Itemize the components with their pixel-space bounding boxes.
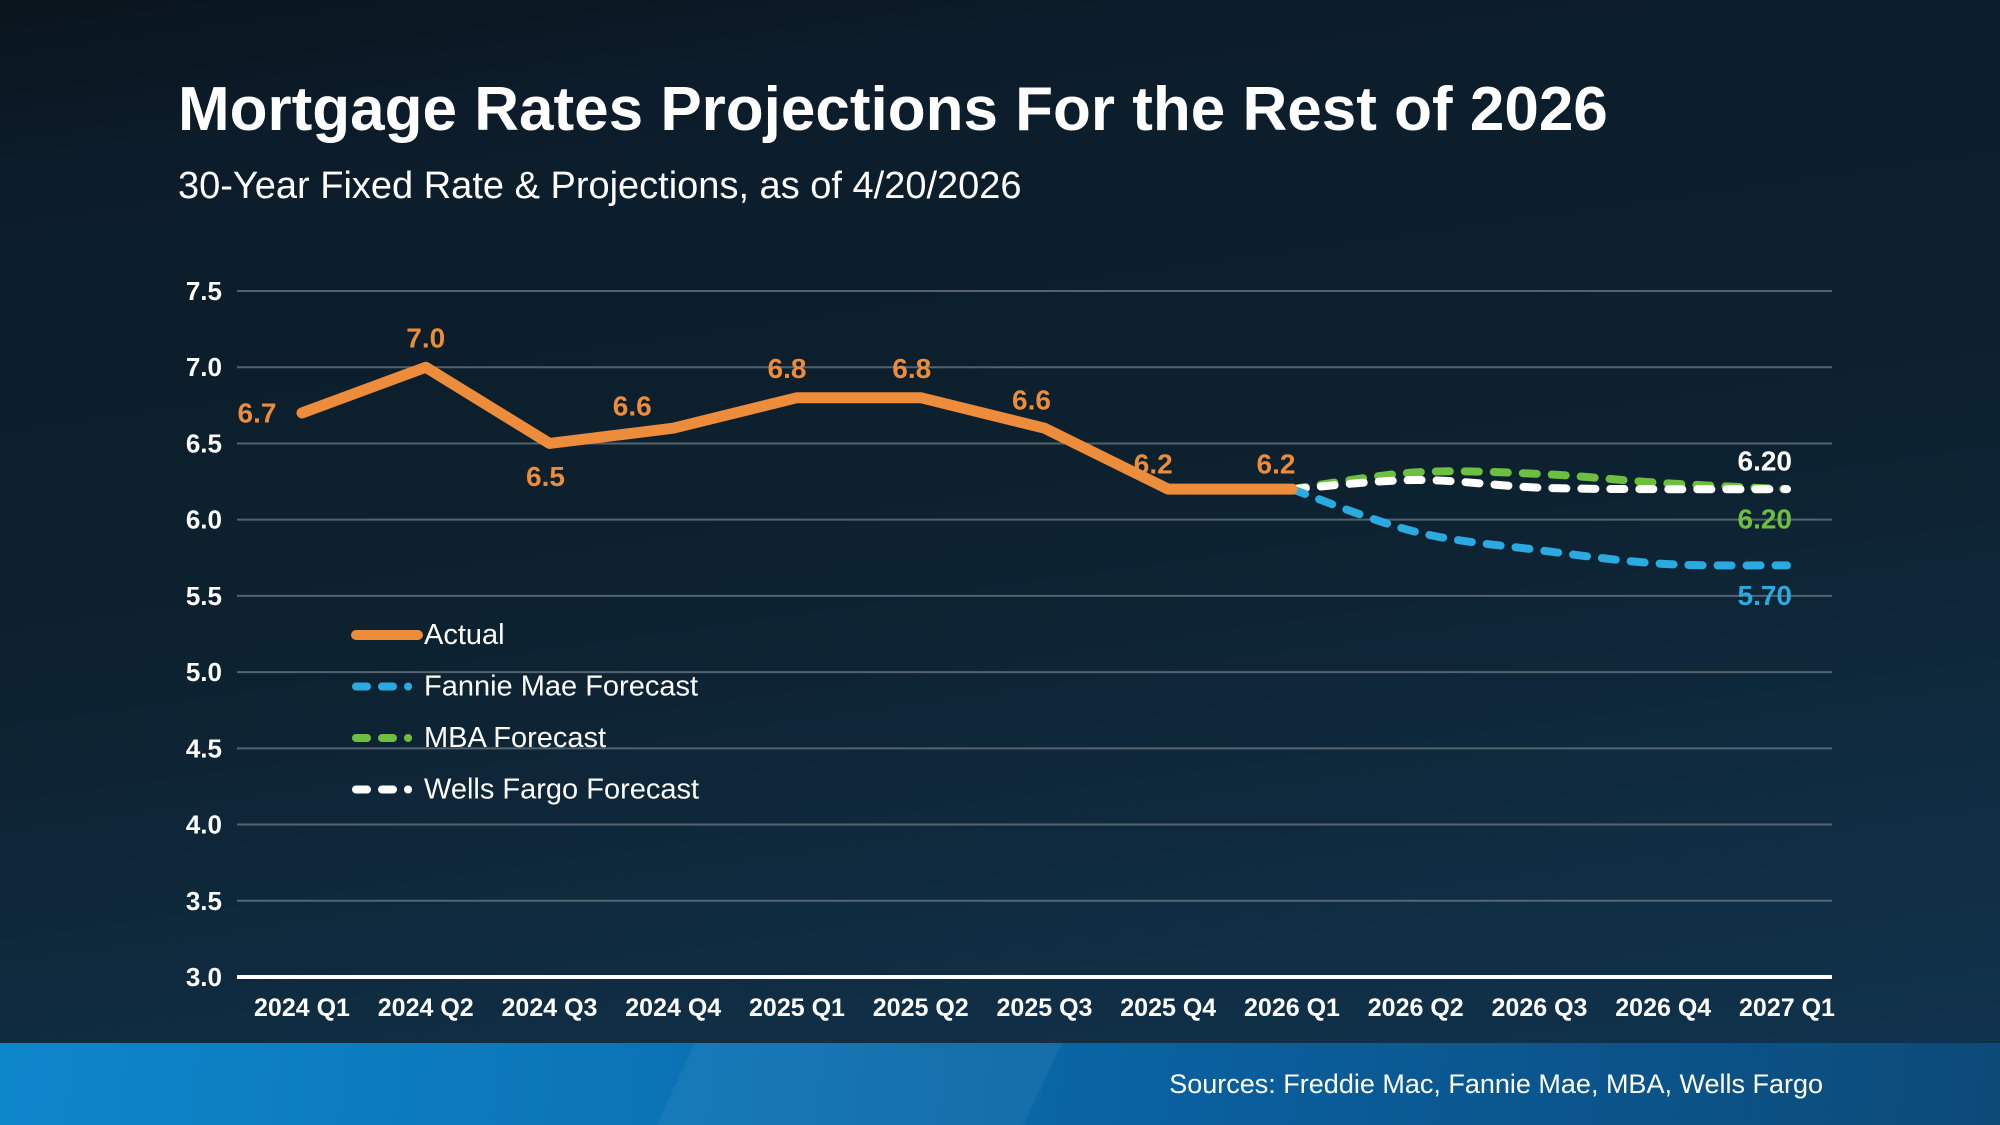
y-axis-tick-label: 6.5	[186, 428, 222, 458]
page-title: Mortgage Rates Projections For the Rest …	[178, 75, 1608, 144]
data-point-label: 6.5	[526, 461, 565, 492]
legend-label-wells-fargo-forecast: Wells Fargo Forecast	[424, 774, 699, 806]
x-axis-tick-label: 2026 Q3	[1492, 994, 1588, 1022]
y-axis-tick-label: 3.5	[186, 886, 222, 916]
y-axis-tick-label: 5.0	[186, 657, 222, 687]
mba-forecast-end-label: 6.20	[1738, 504, 1793, 535]
legend-label-actual: Actual	[424, 619, 505, 651]
data-point-label: 6.8	[892, 353, 931, 384]
x-axis-tick-label: 2025 Q1	[749, 994, 845, 1022]
data-point-label: 7.0	[406, 323, 445, 354]
y-axis-tick-label: 7.0	[186, 352, 222, 382]
wells-fargo-forecast-end-label: 6.20	[1738, 446, 1793, 477]
y-axis-tick-label: 4.5	[186, 733, 222, 763]
data-point-label: 6.6	[613, 391, 652, 422]
x-axis-tick-label: 2025 Q2	[873, 994, 969, 1022]
data-point-label: 6.2	[1257, 449, 1296, 480]
y-axis-tick-label: 6.0	[186, 505, 222, 535]
data-point-label: 6.8	[768, 353, 807, 384]
data-point-label: 6.2	[1134, 449, 1173, 480]
actual-line	[296, 361, 1298, 495]
y-axis-tick-label: 3.0	[186, 962, 222, 992]
data-point-label: 6.7	[238, 397, 277, 428]
x-axis-tick-label: 2024 Q1	[254, 994, 350, 1022]
x-axis-tick-label: 2024 Q3	[502, 994, 598, 1022]
data-point-label: 6.6	[1012, 385, 1051, 416]
x-axis-tick-label: 2026 Q4	[1615, 994, 1711, 1022]
fannie-mae-forecast-end-label: 5.70	[1738, 580, 1793, 611]
wells-fargo-forecast-line	[1288, 476, 1791, 494]
x-axis-tick-label: 2025 Q3	[997, 994, 1093, 1022]
x-axis-tick-label: 2024 Q2	[378, 994, 474, 1022]
x-axis-tick-label: 2026 Q2	[1368, 994, 1464, 1022]
x-axis-tick-label: 2026 Q1	[1244, 994, 1340, 1022]
x-axis-tick-label: 2025 Q4	[1120, 994, 1216, 1022]
footer-bar: Sources: Freddie Mac, Fannie Mae, MBA, W…	[0, 1043, 2000, 1125]
fannie-mae-forecast-line	[1288, 485, 1791, 570]
y-axis-tick-label: 4.0	[186, 810, 222, 840]
x-axis-tick-label: 2024 Q4	[625, 994, 721, 1022]
legend-label-fannie-mae-forecast: Fannie Mae Forecast	[424, 671, 698, 703]
y-axis-tick-label: 5.5	[186, 581, 222, 611]
chart-subtitle: 30-Year Fixed Rate & Projections, as of …	[178, 165, 1022, 207]
x-axis-tick-label: 2027 Q1	[1739, 994, 1835, 1022]
y-axis-tick-label: 7.5	[186, 276, 222, 306]
legend-label-mba-forecast: MBA Forecast	[424, 722, 606, 754]
sources-text: Sources: Freddie Mac, Fannie Mae, MBA, W…	[1169, 1068, 1823, 1099]
